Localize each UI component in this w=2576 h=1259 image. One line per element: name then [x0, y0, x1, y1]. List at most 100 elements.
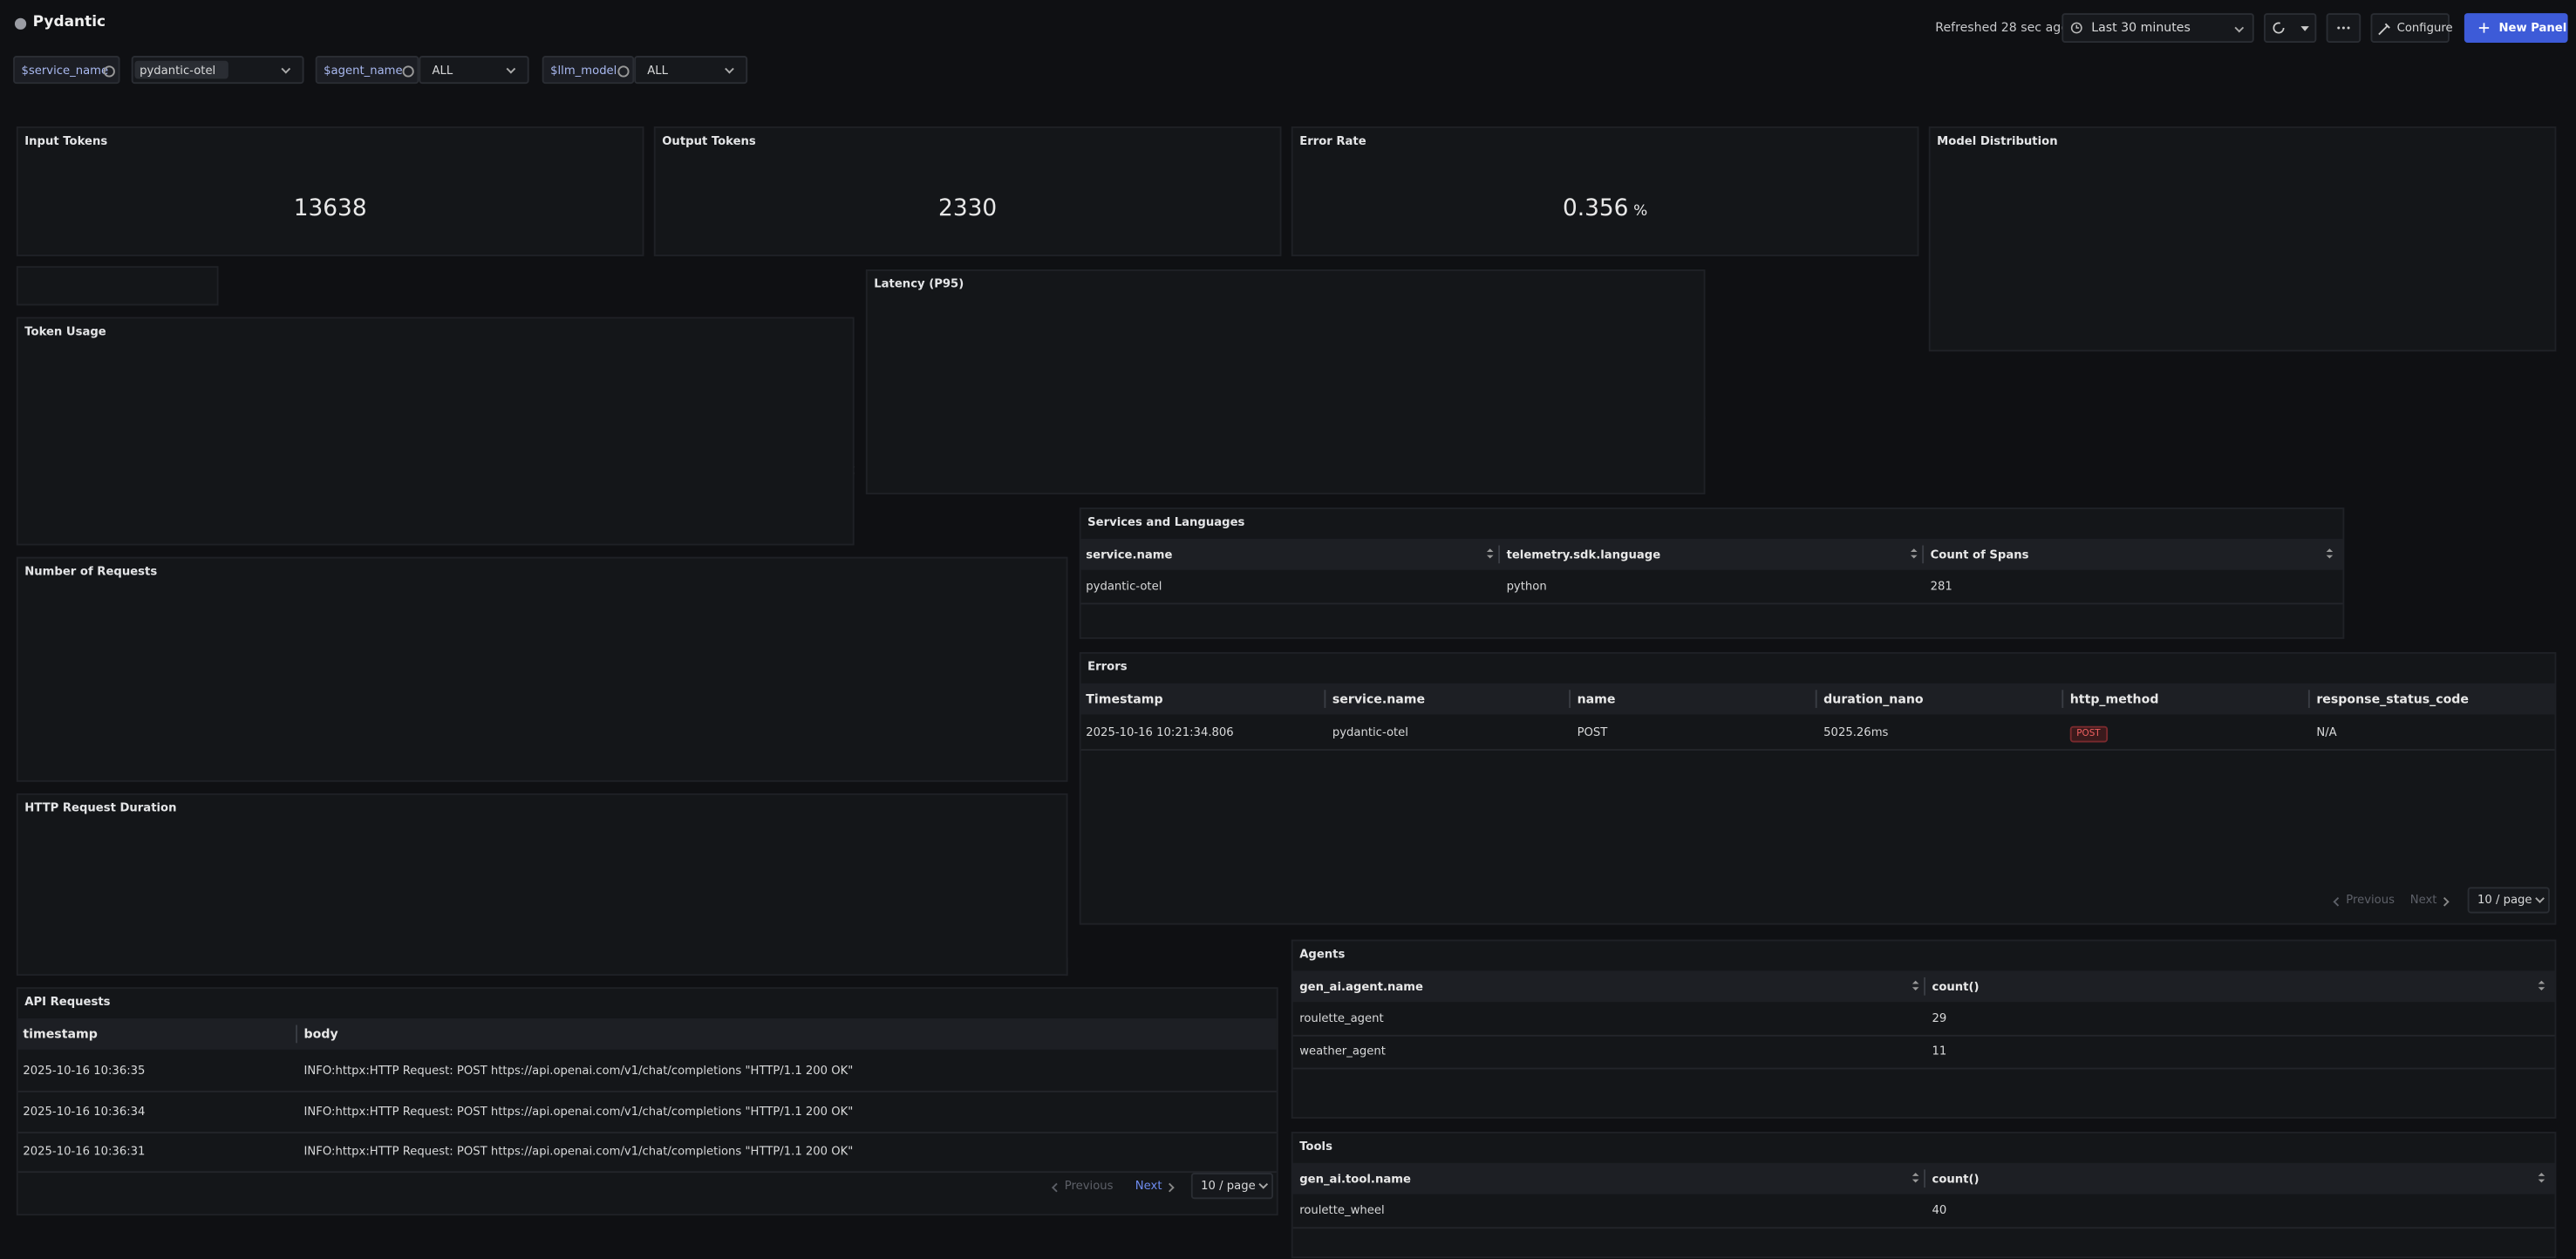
column-header: Count of Spans: [1930, 548, 2029, 561]
table-cell: roulette_agent: [1299, 1011, 1384, 1025]
value-chip: [134, 60, 228, 79]
more-button[interactable]: [2326, 13, 2361, 43]
sort-icon: [1912, 1179, 1919, 1183]
column-divider: [1815, 690, 1817, 708]
panel: Agents: [1291, 939, 2557, 1119]
stat-value: 2330: [654, 194, 1282, 223]
table-cell: pydantic-otel: [1086, 580, 1162, 594]
time-picker[interactable]: Last 30 minutes: [2061, 13, 2254, 43]
panel-title: Tools: [1299, 1140, 1332, 1154]
previous-button[interactable]: Previous: [2346, 893, 2395, 907]
row-divider: [1292, 1067, 2555, 1070]
panel: Tools: [1291, 1132, 2557, 1259]
sort-icon: [1486, 555, 1494, 559]
stat-number: 2330: [938, 195, 998, 222]
dropdown-icon: [2300, 26, 2309, 31]
panel: Number of Requests: [16, 556, 1068, 782]
sort-icon: [2326, 555, 2334, 559]
table-header: [1292, 970, 2555, 1003]
empty-panel: [16, 266, 219, 306]
next-button[interactable]: Next: [2409, 893, 2437, 907]
sort-icon: [1911, 548, 1918, 553]
table-header: [1292, 1162, 2555, 1194]
plus-icon: [2478, 23, 2490, 33]
page-size-box[interactable]: [2467, 887, 2550, 914]
column-header: telemetry.sdk.language: [1506, 548, 1661, 561]
filter-value-box[interactable]: [419, 56, 529, 85]
page-size-box[interactable]: [1190, 1173, 1274, 1200]
sort-icon: [1912, 987, 1919, 991]
dashboard-title: Pydantic: [32, 14, 106, 31]
row-divider: [1080, 749, 2555, 751]
column-header: count(): [1932, 1172, 1980, 1186]
filter-value: ALL: [647, 64, 668, 78]
table-cell: weather_agent: [1299, 1045, 1386, 1058]
table-cell: 2025-10-16 10:36:34: [23, 1104, 146, 1119]
panel: Error Rate: [1291, 126, 1919, 256]
column-divider: [2307, 690, 2310, 708]
column-divider: [296, 1024, 297, 1044]
column-divider: [1498, 545, 1501, 564]
panel-title: Input Tokens: [24, 134, 108, 148]
panel: Services and Languages: [1079, 507, 2345, 639]
panel-title: Token Usage: [24, 325, 106, 339]
filter-value-box[interactable]: [634, 56, 748, 85]
table-cell: 11: [1932, 1045, 1947, 1058]
table-header: [17, 1018, 1277, 1050]
logo: [14, 17, 27, 30]
table-cell: N/A: [2316, 725, 2337, 739]
stat-unit: %: [1633, 203, 1648, 221]
table-cell: 281: [1930, 580, 1952, 594]
info-icon: [617, 65, 630, 78]
column-header: response_status_code: [2316, 691, 2470, 706]
info-icon: [402, 65, 414, 78]
configure-label: Configure: [2396, 21, 2453, 35]
panel-title: Model Distribution: [1937, 134, 2058, 148]
filter-value: pydantic-otel: [140, 64, 216, 78]
table-cell: pydantic-otel: [1332, 725, 1408, 739]
panel-title: Error Rate: [1299, 134, 1366, 148]
panel: Latency (P95): [865, 269, 1706, 495]
table-cell: python: [1506, 580, 1547, 594]
stat-value: 0.356%: [1291, 194, 1919, 227]
table-cell: 2025-10-16 10:36:31: [23, 1145, 146, 1159]
column-divider: [1324, 690, 1326, 708]
sort-icon: [1912, 1173, 1919, 1176]
configure-icon: [2378, 23, 2390, 36]
refresh-button[interactable]: [2264, 13, 2317, 43]
sort-icon: [2538, 1179, 2545, 1183]
row-divider: [17, 1171, 1277, 1174]
column-header: service.name: [1086, 548, 1173, 561]
configure-button[interactable]: Configure: [2370, 13, 2453, 43]
table-cell: INFO:httpx:HTTP Request: POST https://ap…: [303, 1064, 854, 1078]
panel-title: HTTP Request Duration: [24, 801, 177, 815]
panel-title: Output Tokens: [662, 134, 756, 148]
column-header: body: [303, 1025, 338, 1041]
stat-value: 13638: [17, 194, 644, 223]
next-button[interactable]: Next: [1135, 1179, 1162, 1193]
chevron: [2234, 23, 2245, 33]
panel-title: Services and Languages: [1087, 515, 1245, 529]
column-header: http_method: [2069, 691, 2159, 706]
table-cell: 2025-10-16 10:21:34.806: [1086, 725, 1234, 739]
column-header: gen_ai.agent.name: [1299, 979, 1423, 993]
panel-title: API Requests: [24, 995, 111, 1009]
table-cell: 5025.26ms: [1823, 725, 1889, 739]
row-divider: [1292, 1034, 2555, 1037]
panel-title: Latency (P95): [874, 277, 964, 291]
table-cell: 29: [1932, 1011, 1947, 1025]
filter-name: $service_name: [21, 64, 109, 78]
table-cell: INFO:httpx:HTTP Request: POST https://ap…: [303, 1145, 854, 1159]
time-range: Last 30 minutes: [2091, 19, 2191, 35]
new-panel-button[interactable]: New Panel: [2464, 13, 2568, 43]
previous-button[interactable]: Previous: [1064, 1179, 1114, 1193]
column-header: duration_nano: [1823, 691, 1924, 706]
filter-name: $agent_name: [324, 64, 403, 78]
panel: Input Tokens: [16, 126, 644, 256]
filter-label-box: [315, 56, 419, 85]
column-divider: [2061, 690, 2064, 708]
new-panel-label: New Panel: [2498, 21, 2567, 35]
table-cell: INFO:httpx:HTTP Request: POST https://ap…: [303, 1104, 854, 1119]
